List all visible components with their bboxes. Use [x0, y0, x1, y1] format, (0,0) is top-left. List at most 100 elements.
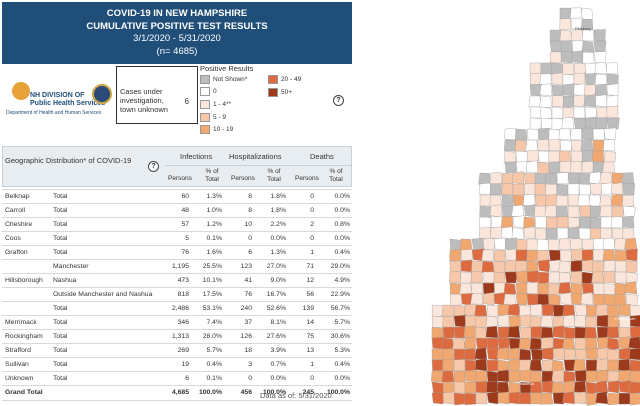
town-shape[interactable]: [537, 161, 550, 175]
town-shape[interactable]: [459, 238, 473, 251]
town-shape[interactable]: [592, 293, 606, 306]
town-shape[interactable]: [573, 117, 587, 130]
town-shape[interactable]: [578, 205, 592, 218]
town-shape[interactable]: [625, 271, 638, 285]
town-shape[interactable]: [570, 282, 583, 296]
town-shape[interactable]: [629, 304, 640, 317]
town-shape[interactable]: [511, 227, 525, 240]
town-shape[interactable]: [599, 205, 613, 218]
town-shape[interactable]: [515, 282, 529, 295]
town-shape[interactable]: [614, 249, 627, 263]
town-shape[interactable]: [493, 271, 506, 284]
town-shape[interactable]: [449, 249, 462, 262]
town-shape[interactable]: [556, 172, 569, 185]
town-shape[interactable]: [507, 325, 521, 339]
town-shape[interactable]: [594, 62, 608, 75]
town-shape[interactable]: [449, 293, 463, 306]
town-shape[interactable]: [504, 260, 517, 273]
town-shape[interactable]: [570, 161, 583, 174]
town-shape[interactable]: [544, 205, 558, 218]
town-shape[interactable]: [482, 238, 496, 251]
town-shape[interactable]: [514, 139, 528, 152]
town-shape[interactable]: [540, 117, 553, 131]
town-shape[interactable]: [567, 226, 580, 240]
town-shape[interactable]: [591, 150, 605, 163]
town-shape[interactable]: [583, 94, 597, 108]
town-shape[interactable]: [629, 392, 640, 406]
town-shape[interactable]: [600, 227, 613, 240]
town-shape[interactable]: [606, 95, 619, 108]
town-shape[interactable]: [442, 348, 455, 361]
town-shape[interactable]: [501, 194, 514, 208]
town-shape[interactable]: [611, 182, 624, 196]
town-shape[interactable]: [539, 106, 553, 120]
town-shape[interactable]: [569, 238, 583, 251]
town-shape[interactable]: [493, 237, 507, 251]
town-shape[interactable]: [599, 172, 613, 185]
town-shape[interactable]: [539, 73, 553, 86]
town-shape[interactable]: [518, 359, 532, 372]
town-shape[interactable]: [523, 172, 537, 186]
town-shape[interactable]: [489, 204, 503, 218]
town-shape[interactable]: [585, 392, 599, 406]
town-shape[interactable]: [511, 204, 525, 218]
town-shape[interactable]: [548, 138, 561, 152]
town-shape[interactable]: [563, 326, 577, 340]
help-icon[interactable]: ?: [333, 95, 344, 106]
town-shape[interactable]: [594, 83, 608, 97]
town-shape[interactable]: [614, 282, 627, 296]
town-shape[interactable]: [453, 314, 467, 328]
town-shape[interactable]: [448, 271, 462, 284]
town-shape[interactable]: [540, 315, 554, 328]
town-shape[interactable]: [474, 304, 488, 317]
town-shape[interactable]: [479, 194, 492, 207]
town-shape[interactable]: [593, 29, 606, 42]
town-shape[interactable]: [596, 369, 609, 383]
town-shape[interactable]: [526, 160, 539, 174]
town-shape[interactable]: [567, 205, 580, 218]
town-shape[interactable]: [548, 271, 561, 284]
town-shape[interactable]: [596, 358, 609, 372]
town-shape[interactable]: [478, 182, 492, 196]
town-shape[interactable]: [603, 127, 617, 141]
town-shape[interactable]: [490, 216, 504, 229]
town-shape[interactable]: [558, 150, 572, 163]
town-shape[interactable]: [628, 336, 640, 350]
town-shape[interactable]: [561, 117, 575, 130]
town-shape[interactable]: [570, 7, 583, 20]
town-shape[interactable]: [530, 326, 543, 339]
town-shape[interactable]: [537, 138, 550, 152]
town-shape[interactable]: [625, 260, 638, 273]
town-shape[interactable]: [559, 292, 573, 306]
town-shape[interactable]: [559, 18, 572, 31]
town-shape[interactable]: [610, 216, 624, 229]
town-shape[interactable]: [603, 139, 616, 152]
town-shape[interactable]: [622, 205, 636, 219]
town-shape[interactable]: [552, 325, 565, 339]
town-shape[interactable]: [482, 292, 495, 306]
town-shape[interactable]: [504, 271, 518, 284]
town-shape[interactable]: [530, 348, 544, 361]
town-shape[interactable]: [593, 51, 607, 64]
town-shape[interactable]: [503, 150, 517, 164]
town-shape[interactable]: [529, 337, 543, 350]
town-shape[interactable]: [431, 359, 444, 372]
town-shape[interactable]: [530, 303, 543, 317]
town-shape[interactable]: [581, 40, 595, 54]
town-shape[interactable]: [560, 40, 573, 53]
town-shape[interactable]: [549, 51, 562, 64]
town-shape[interactable]: [493, 260, 506, 274]
town-shape[interactable]: [478, 172, 492, 185]
town-shape[interactable]: [460, 248, 474, 262]
town-shape[interactable]: [574, 304, 588, 317]
town-shape[interactable]: [442, 326, 455, 339]
town-shape[interactable]: [611, 172, 624, 185]
town-shape[interactable]: [581, 150, 594, 163]
town-shape[interactable]: [606, 105, 619, 119]
town-shape[interactable]: [559, 249, 572, 263]
town-shape[interactable]: [578, 227, 591, 240]
town-shape[interactable]: [629, 315, 640, 328]
town-shape[interactable]: [581, 238, 595, 251]
town-shape[interactable]: [556, 227, 570, 240]
town-shape[interactable]: [537, 127, 551, 141]
